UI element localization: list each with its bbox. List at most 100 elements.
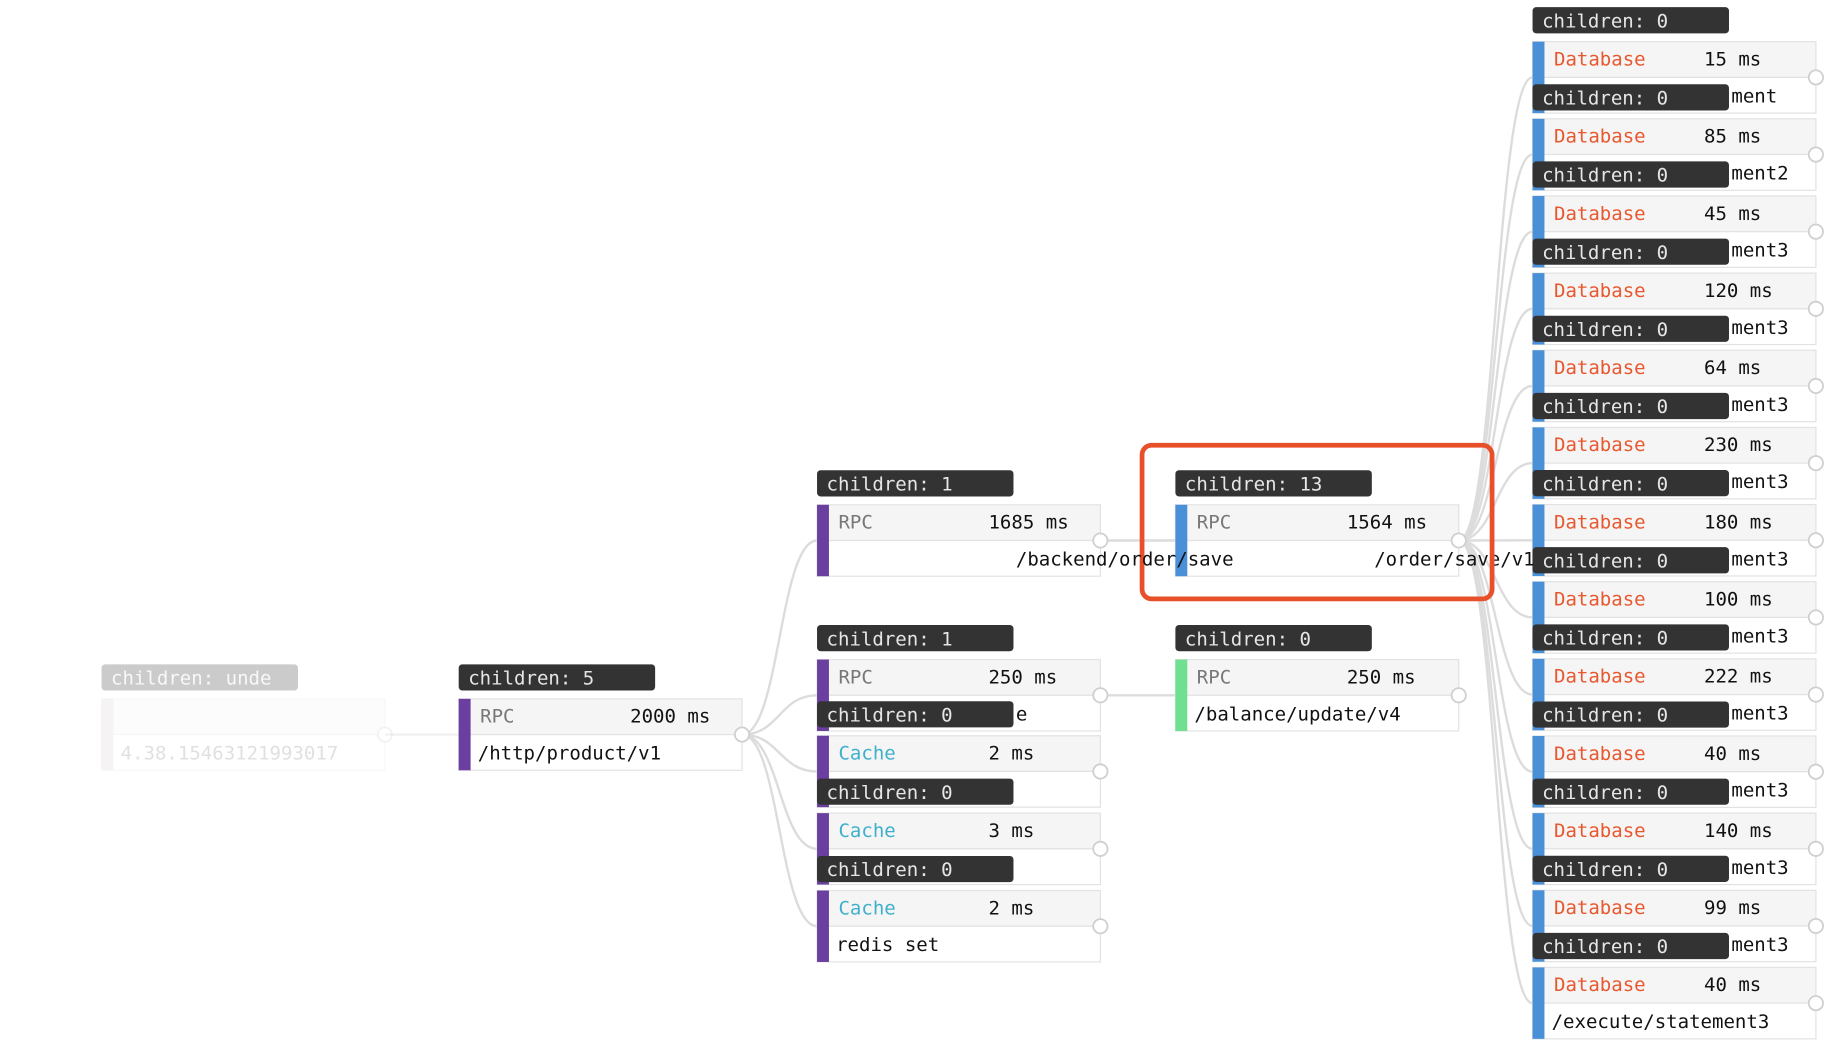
node-body [816, 539, 1101, 577]
node-type: Database [1554, 280, 1646, 302]
node[interactable]: Database 100 ms ment3 [1531, 581, 1824, 654]
badge-bg [1532, 315, 1729, 342]
children-badge: children: 0 [1175, 625, 1372, 652]
children-badge: children: 0 [817, 778, 1014, 805]
expand-toggle[interactable] [1807, 69, 1824, 86]
node-body [816, 925, 1101, 963]
badge-text: children: 0 [1542, 319, 1668, 341]
badge-text: children: unde [111, 668, 271, 690]
node-bar [817, 890, 829, 962]
node-head [816, 504, 1101, 542]
expand-toggle[interactable] [1450, 687, 1467, 704]
badge-text: children: 0 [827, 704, 953, 726]
node-duration: 15 ms [1704, 48, 1761, 70]
badge-bg [1532, 932, 1729, 960]
expand-toggle[interactable] [1807, 763, 1824, 780]
badge-bg [817, 701, 1014, 728]
expand-toggle[interactable] [1092, 918, 1109, 935]
node-path: ment3 [1731, 703, 1788, 725]
node[interactable]: RPC 1564 ms/order/save/v1 [1174, 504, 1535, 577]
node[interactable]: 4.38.15463121993017 [100, 698, 393, 771]
expand-toggle[interactable] [1807, 377, 1824, 395]
node-type: RPC [838, 666, 872, 688]
node-duration: 250 ms [988, 666, 1057, 688]
node-bar [1532, 813, 1545, 885]
expand-toggle[interactable] [1807, 686, 1824, 703]
expand-toggle[interactable] [1807, 917, 1824, 935]
badge-text: children: 0 [1542, 782, 1668, 804]
node-path: ment3 [1731, 625, 1788, 647]
link [742, 694, 818, 736]
link [1458, 539, 1533, 928]
node[interactable]: RPC 250 ms/balance/update/v4 [1174, 658, 1467, 732]
children-badge: children: 0 [1532, 932, 1729, 960]
expand-toggle[interactable] [1092, 532, 1109, 549]
badge-bg [1532, 84, 1729, 111]
expand-toggle[interactable] [1807, 146, 1824, 163]
children-badge: children: 0 [1532, 547, 1729, 574]
badge-text: children: 0 [1185, 628, 1311, 650]
badge-text: children: 0 [1542, 10, 1668, 32]
node-duration: 85 ms [1704, 126, 1761, 148]
node-path: /backend/order/save [1016, 549, 1234, 571]
expand-toggle[interactable] [1092, 687, 1109, 704]
expand-toggle[interactable] [734, 726, 751, 743]
node-duration: 45 ms [1704, 203, 1761, 225]
node-head [1531, 272, 1817, 310]
node-head [1174, 658, 1460, 696]
node-head [1531, 118, 1817, 156]
node-duration: 99 ms [1704, 897, 1761, 919]
expand-toggle[interactable] [1807, 609, 1824, 626]
node-duration: 222 ms [1704, 666, 1773, 688]
badge-text: children: 0 [1542, 936, 1668, 958]
badge-text: children: 0 [827, 859, 953, 881]
node-head [1531, 41, 1817, 78]
node-bar [1532, 658, 1545, 731]
node-type: RPC [480, 706, 514, 728]
node-bar [817, 813, 829, 885]
node-bar [1532, 890, 1545, 962]
expand-toggle[interactable] [1807, 223, 1824, 240]
node-type: RPC [1197, 666, 1231, 688]
badge-text: children: 0 [1542, 859, 1668, 881]
node-type: Database [1554, 589, 1646, 611]
node-bar [1532, 504, 1545, 576]
expand-toggle[interactable] [1807, 532, 1824, 549]
children-badge: children: 0 [1532, 470, 1729, 497]
node-duration: 40 ms [1704, 743, 1761, 765]
node-path: ment2 [1731, 163, 1788, 185]
node-bar [1532, 118, 1545, 191]
badge-text: children: 1 [827, 473, 953, 495]
node[interactable]: RPC 1685 ms/backend/order/save [816, 504, 1234, 577]
expand-toggle[interactable] [1092, 763, 1109, 780]
node[interactable]: Database 40 ms/execute/statement3 [1531, 966, 1824, 1040]
expand-toggle[interactable] [1807, 300, 1824, 317]
node-head [1531, 349, 1817, 387]
expand-toggle[interactable] [1807, 840, 1824, 857]
expand-toggle[interactable] [1092, 840, 1109, 857]
node-path: /execute/statement3 [1552, 1011, 1770, 1033]
node-type: Database [1554, 434, 1646, 456]
children-badge: children: 0 [1532, 161, 1729, 188]
node-bar [1175, 659, 1188, 731]
children-badge: children: 0 [1532, 315, 1729, 342]
node-bar [817, 659, 829, 731]
node-head [816, 735, 1101, 773]
expand-toggle[interactable] [1807, 455, 1824, 472]
link [1458, 539, 1533, 773]
expand-toggle[interactable] [376, 726, 393, 743]
node-type: Database [1554, 126, 1646, 148]
badge-bg [1532, 547, 1729, 574]
node[interactable]: Cache 2 ms redis set [816, 889, 1109, 963]
badge-bg [1532, 701, 1729, 728]
expand-toggle[interactable] [1450, 532, 1467, 549]
expand-toggle[interactable] [1807, 995, 1824, 1012]
node[interactable]: RPC 2000 ms/http/product/v1 [458, 698, 751, 771]
link [741, 733, 818, 928]
badge-text: children: 0 [1542, 396, 1668, 418]
node-duration: 1564 ms [1347, 512, 1427, 534]
children-badge: children: 0 [1532, 624, 1729, 651]
children-badge: children: 0 [1532, 855, 1729, 882]
node-bar [1532, 581, 1545, 654]
